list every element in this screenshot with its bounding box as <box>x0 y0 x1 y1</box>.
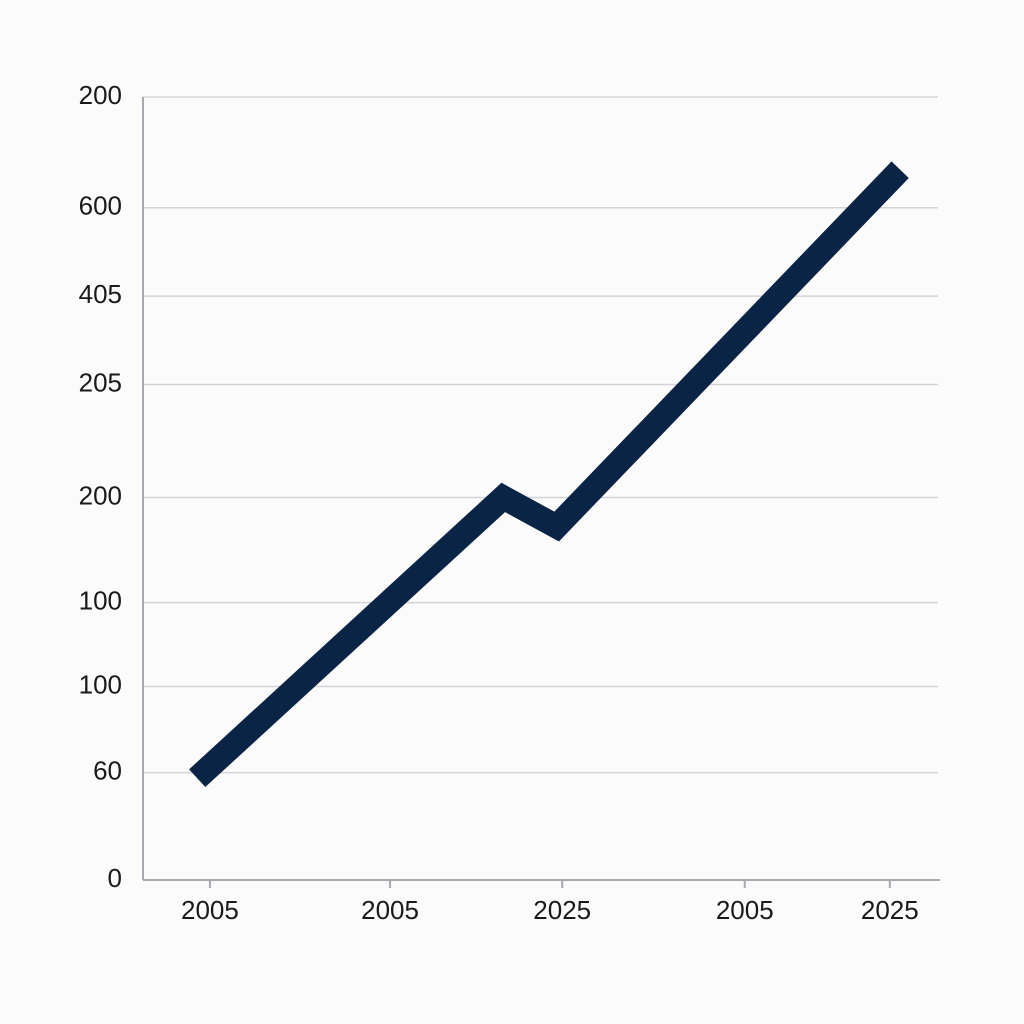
y-tick-label: 205 <box>79 367 122 397</box>
line-series <box>189 161 909 788</box>
x-tick-label: 2005 <box>716 895 774 925</box>
y-tick-label: 100 <box>79 585 122 615</box>
x-tick-label: 2025 <box>533 895 591 925</box>
y-tick-label: 60 <box>93 755 122 785</box>
y-tick-label: 0 <box>108 863 122 893</box>
x-tick-label: 2025 <box>861 895 919 925</box>
y-tick-label: 200 <box>79 480 122 510</box>
x-tick-label: 2005 <box>181 895 239 925</box>
y-tick-label: 200 <box>79 80 122 110</box>
y-tick-label: 100 <box>79 669 122 699</box>
y-tick-label: 600 <box>79 191 122 221</box>
y-tick-label: 405 <box>79 279 122 309</box>
x-tick-label: 2005 <box>361 895 419 925</box>
